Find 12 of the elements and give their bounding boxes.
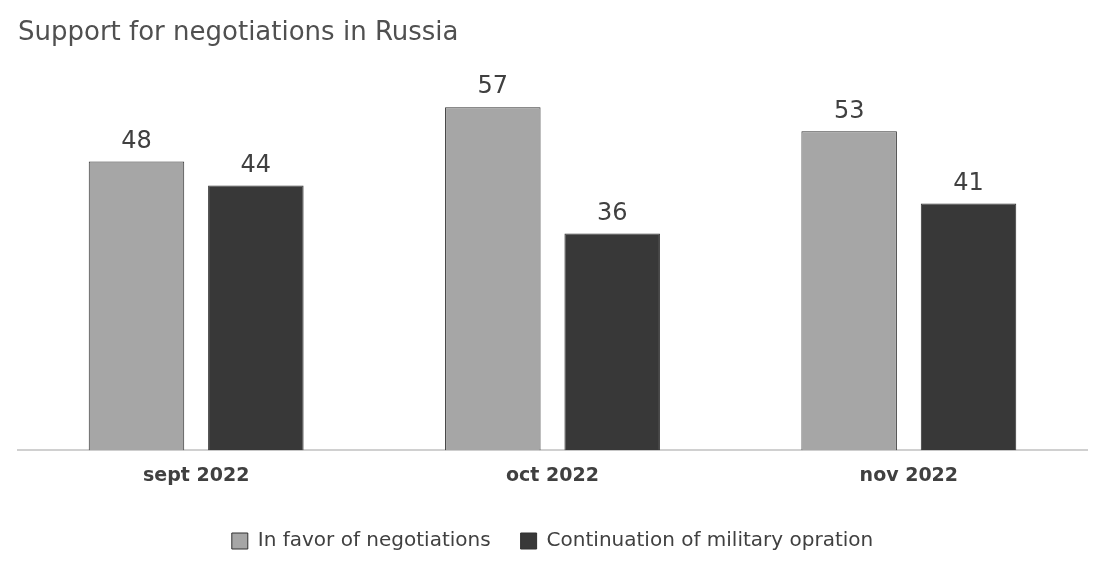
data-label: 53 (833, 95, 865, 124)
data-label: 36 (596, 197, 628, 226)
x-tick-label: sept 2022 (142, 462, 250, 485)
legend-label: Continuation of military opration (546, 527, 874, 552)
chart-title: Support for negotiations in Russia (18, 16, 459, 47)
data-label: 44 (240, 149, 272, 178)
legend-label: In favor of negotiations (257, 527, 491, 552)
x-tick-label: nov 2022 (859, 462, 959, 485)
data-label: 41 (953, 167, 984, 196)
data-label: 48 (121, 125, 152, 154)
x-tick-label: oct 2022 (506, 462, 599, 485)
data-label: 57 (477, 71, 509, 100)
